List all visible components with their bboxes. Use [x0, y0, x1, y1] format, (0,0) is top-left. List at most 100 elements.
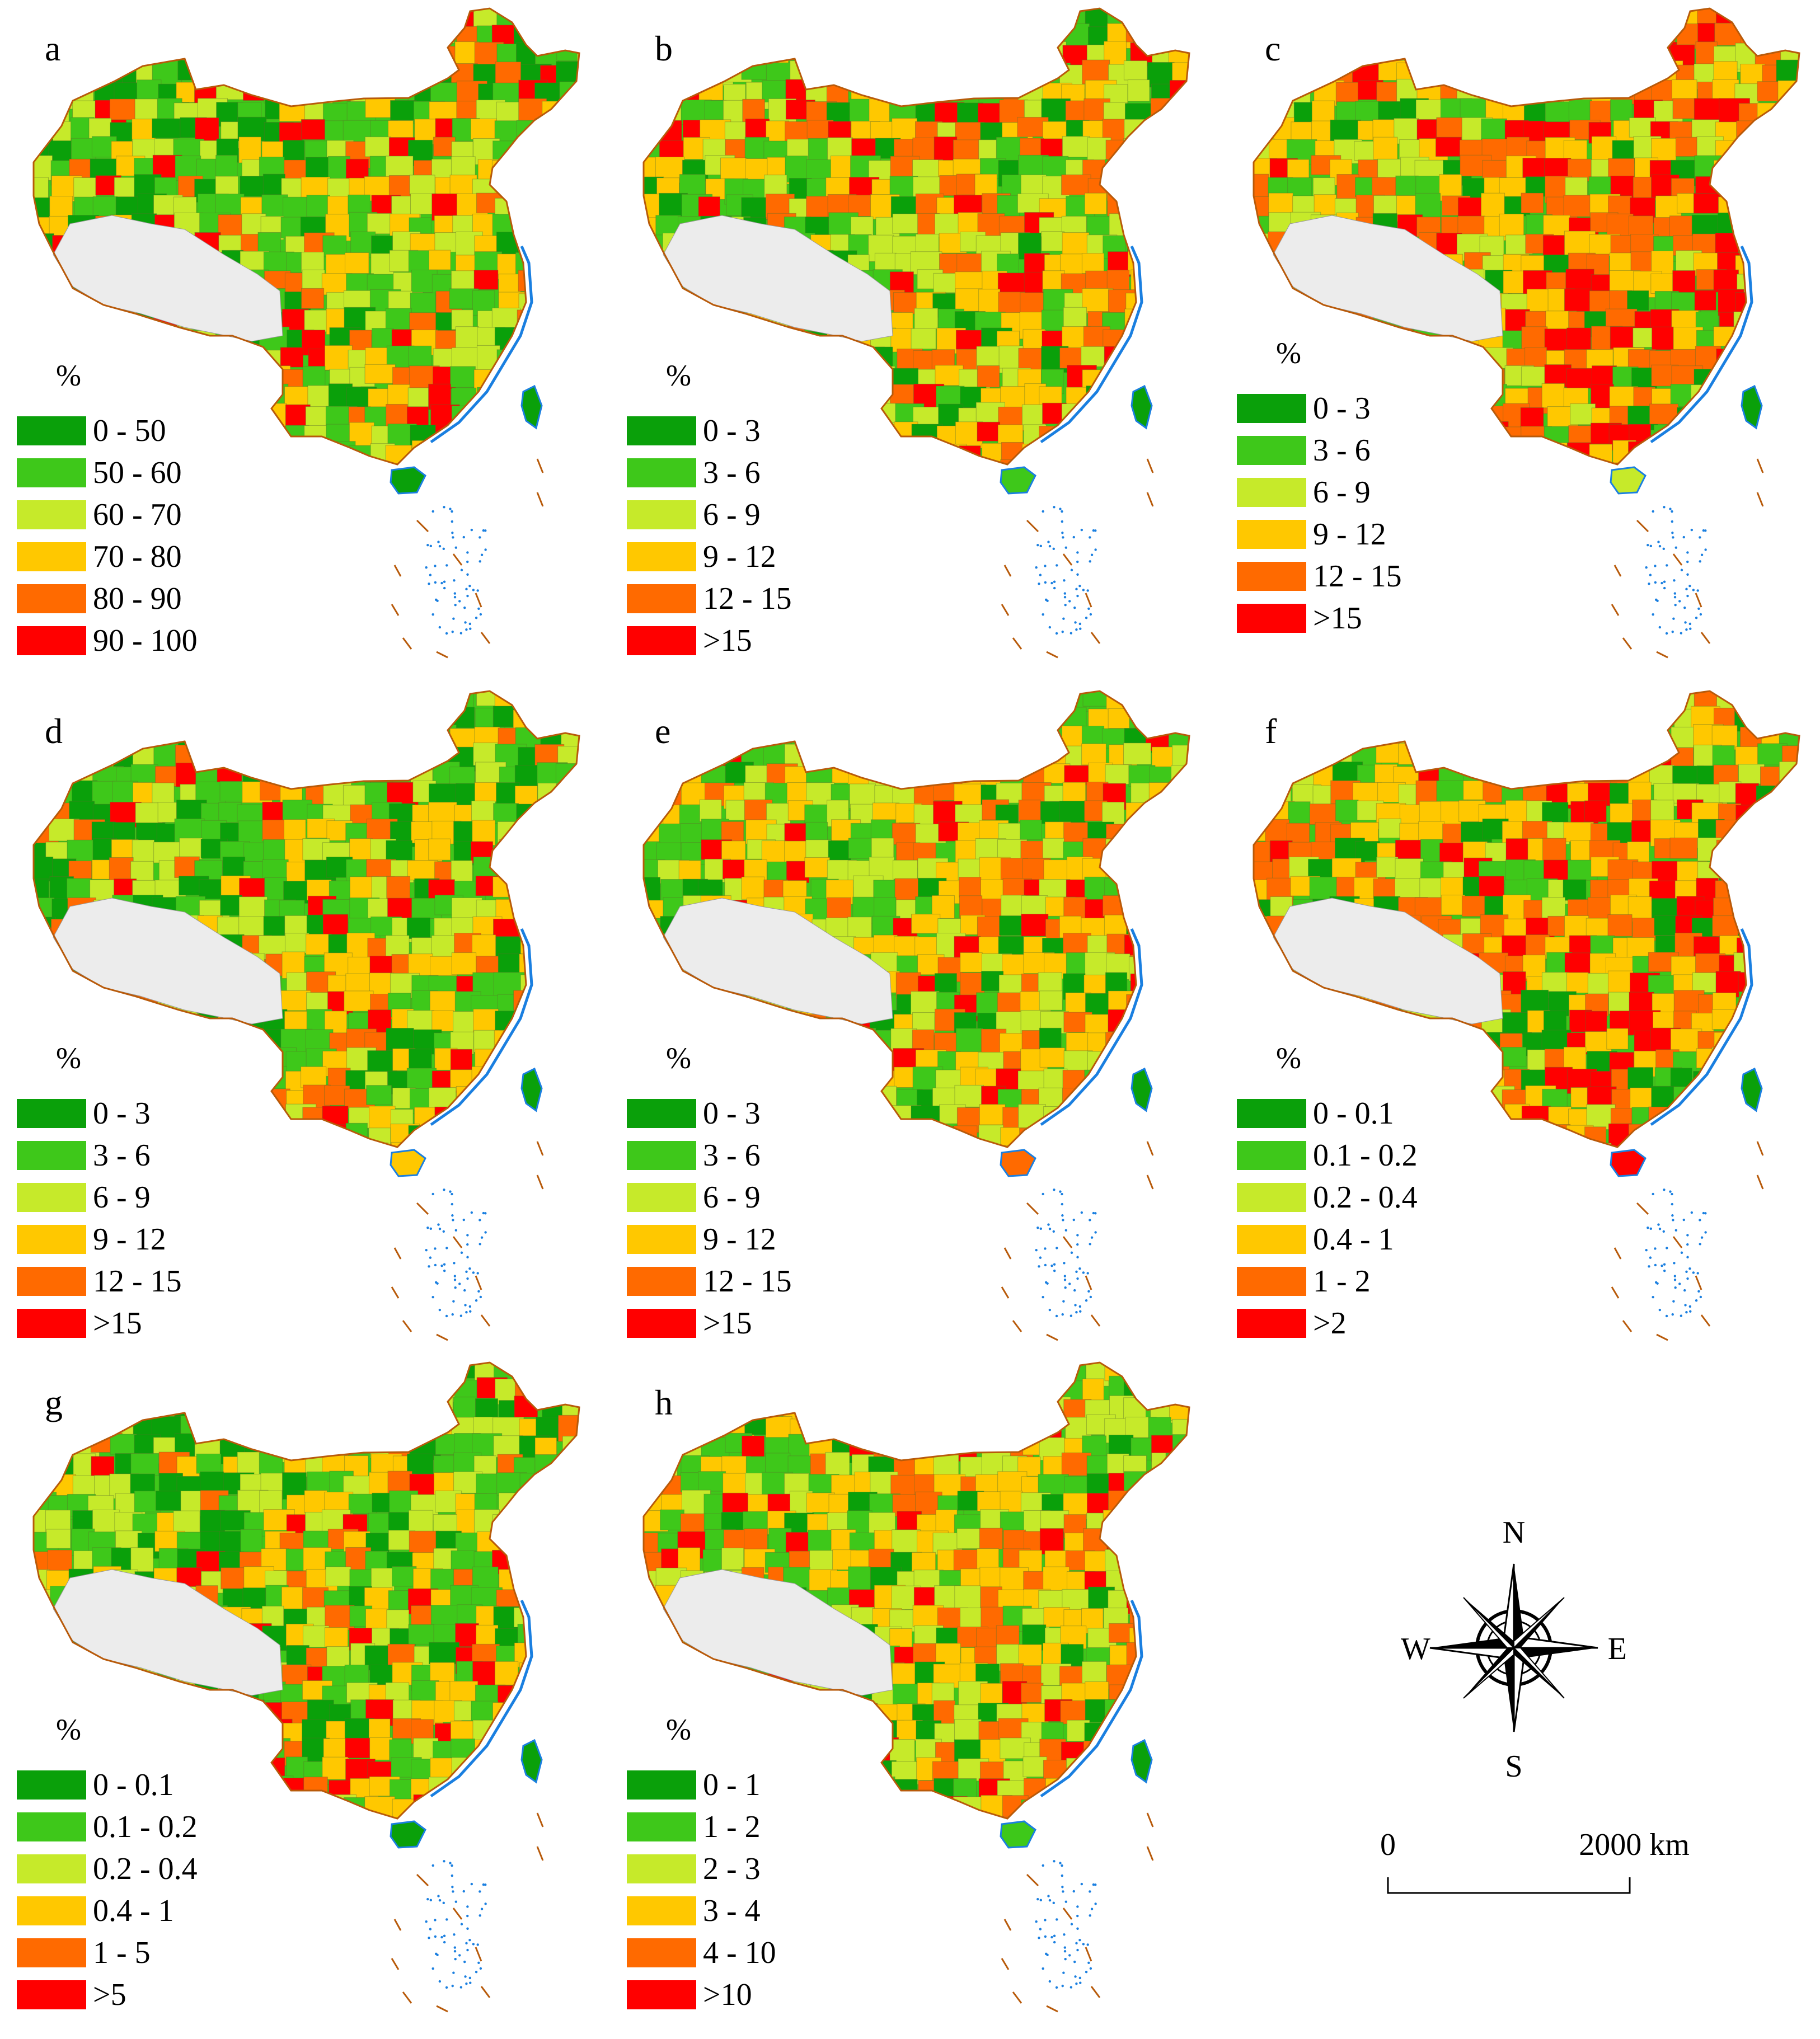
region-cell	[325, 40, 351, 68]
region-cell	[535, 1363, 564, 1379]
island-dot	[1686, 1256, 1689, 1258]
region-cell	[372, 41, 396, 64]
island-dot	[472, 1271, 475, 1274]
region-cell	[535, 368, 562, 392]
region-cell	[538, 938, 564, 962]
island-dot	[1042, 1192, 1044, 1196]
region-cell	[343, 8, 369, 24]
region-cell	[407, 1453, 434, 1474]
region-cell	[959, 461, 988, 464]
island-dot	[1061, 1192, 1063, 1196]
region-cell	[1172, 23, 1189, 49]
region-cell	[1376, 691, 1401, 708]
region-cell	[829, 691, 860, 712]
region-cell	[177, 1363, 208, 1386]
region-cell	[933, 691, 960, 714]
region-cell	[410, 1375, 441, 1403]
island-dot	[1047, 541, 1050, 543]
maritime-boundary-dash	[1012, 637, 1022, 650]
region-cell	[520, 1491, 551, 1517]
island-dot	[1699, 613, 1702, 616]
region-cell	[477, 463, 500, 464]
hainan-island	[1000, 466, 1036, 495]
island-dot	[1686, 1234, 1689, 1237]
island-dot	[442, 1230, 445, 1233]
island-dot	[1062, 536, 1064, 539]
region-cell	[1756, 293, 1779, 318]
island-dot	[1039, 1227, 1043, 1230]
region-cell	[555, 763, 579, 788]
region-cell	[1775, 330, 1799, 353]
region-cell	[1741, 23, 1767, 44]
region-cell	[177, 727, 201, 748]
region-cell	[1654, 915, 1678, 936]
south-china-sea-inset	[391, 458, 544, 659]
region-cell	[912, 406, 943, 427]
island-dot	[426, 1226, 429, 1229]
region-cell	[700, 26, 730, 49]
island-dot	[1050, 581, 1053, 585]
island-dot	[1704, 529, 1707, 532]
region-cell	[370, 25, 397, 45]
region-cell	[428, 250, 451, 270]
region-cell	[539, 140, 570, 165]
region-cell	[538, 1028, 570, 1055]
region-cell	[894, 1143, 921, 1147]
region-cell	[1254, 994, 1273, 1021]
region-cell	[1193, 993, 1209, 1020]
coastline	[430, 246, 533, 444]
region-cell	[1415, 366, 1438, 389]
region-cell	[472, 1142, 503, 1147]
region-cell	[1651, 251, 1674, 275]
region-cell	[1798, 309, 1799, 333]
region-cell	[1123, 176, 1148, 198]
region-cell	[890, 691, 914, 711]
island-dot	[466, 1256, 469, 1258]
region-cell	[1589, 723, 1616, 746]
region-cell	[499, 839, 522, 861]
region-cell	[1127, 1145, 1159, 1147]
region-cell	[286, 1437, 314, 1462]
region-cell	[1458, 63, 1488, 86]
region-cell	[304, 25, 330, 45]
region-cell	[1396, 691, 1428, 711]
region-cell	[1462, 461, 1490, 464]
region-cell	[1797, 23, 1799, 46]
region-cell	[1782, 707, 1799, 732]
region-cell	[560, 991, 579, 1017]
island-dot	[449, 1190, 452, 1193]
island-dot	[1053, 1269, 1056, 1272]
region-cell	[34, 117, 54, 143]
region-cell	[1590, 60, 1612, 87]
island-dot	[482, 1211, 485, 1215]
island-dot	[1073, 606, 1076, 609]
region-cell	[344, 252, 369, 274]
region-cell	[303, 440, 327, 464]
region-cell	[1801, 216, 1819, 241]
region-cell	[238, 706, 269, 727]
region-cell	[1755, 1126, 1785, 1147]
region-cell	[1565, 462, 1593, 464]
legend-label: 80 - 90	[93, 581, 182, 616]
region-cell	[71, 307, 102, 335]
region-cell	[681, 8, 706, 25]
region-cell	[1414, 23, 1443, 51]
region-cell	[1195, 938, 1209, 964]
region-cell	[1438, 1067, 1466, 1088]
region-cell	[263, 1124, 293, 1147]
island-dot	[1038, 1265, 1040, 1268]
region-cell	[1152, 423, 1175, 450]
region-cell	[1781, 158, 1799, 180]
maritime-boundary-dash	[1756, 492, 1764, 507]
region-cell	[934, 765, 962, 785]
region-cell	[1797, 1144, 1799, 1147]
region-cell	[1633, 8, 1655, 24]
region-cell	[542, 101, 565, 122]
island-dot	[434, 1247, 437, 1250]
region-cell	[517, 821, 543, 842]
region-cell	[1331, 724, 1355, 749]
region-cell	[577, 1030, 579, 1056]
region-cell	[473, 1008, 499, 1035]
region-cell	[644, 312, 662, 339]
island-dot	[1094, 548, 1097, 551]
